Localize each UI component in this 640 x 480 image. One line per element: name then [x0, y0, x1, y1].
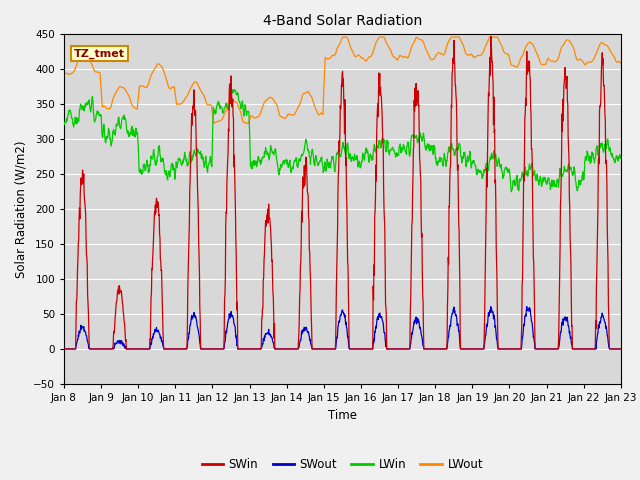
Title: 4-Band Solar Radiation: 4-Band Solar Radiation [263, 14, 422, 28]
Text: TZ_tmet: TZ_tmet [74, 48, 125, 59]
X-axis label: Time: Time [328, 408, 357, 421]
Legend: SWin, SWout, LWin, LWout: SWin, SWout, LWin, LWout [197, 454, 488, 476]
Y-axis label: Solar Radiation (W/m2): Solar Radiation (W/m2) [15, 140, 28, 277]
